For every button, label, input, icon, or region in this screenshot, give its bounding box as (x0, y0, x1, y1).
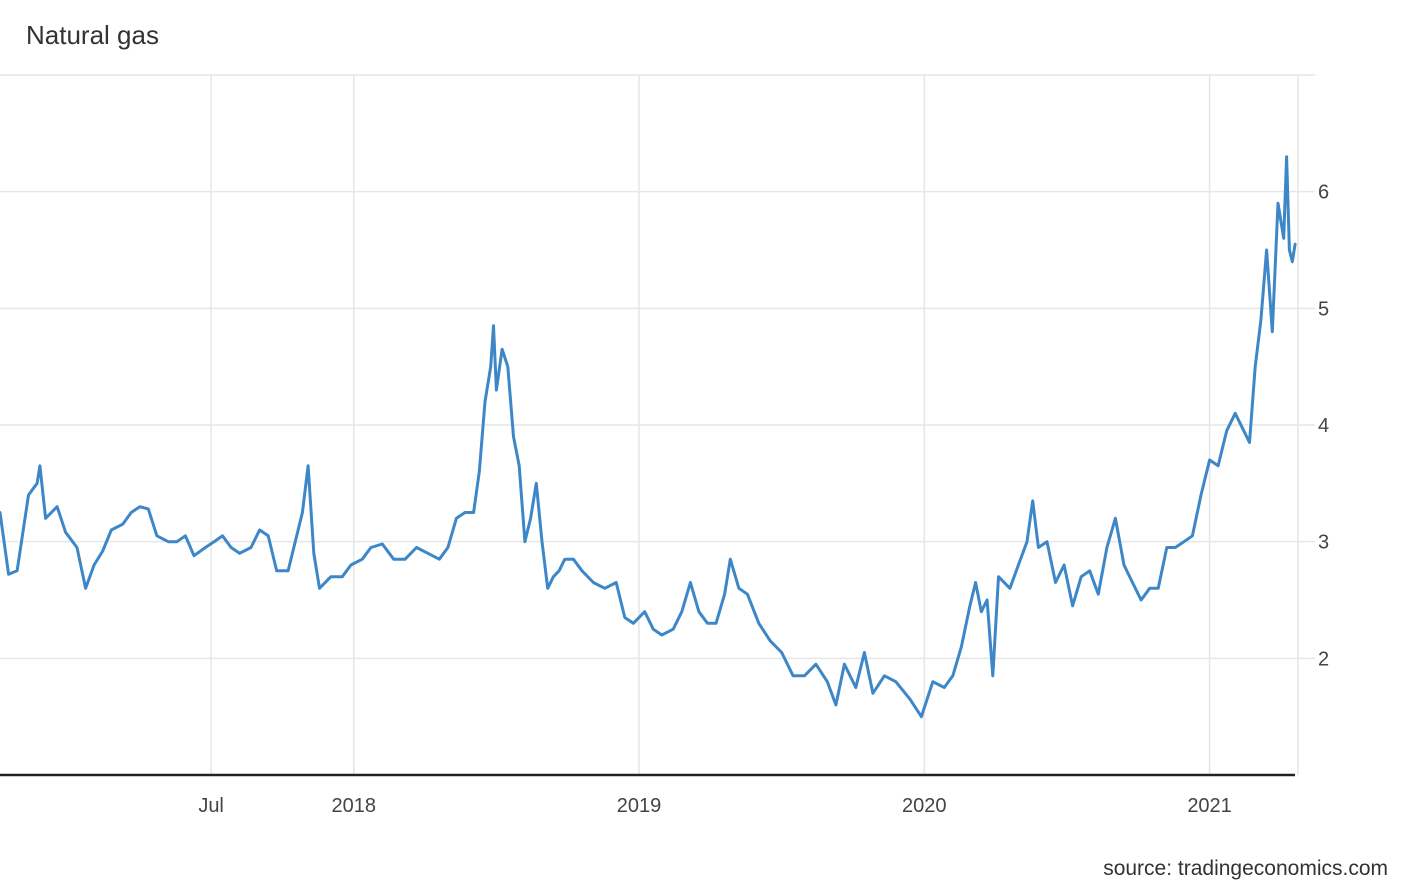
y-gridlines (0, 74, 1315, 660)
x-tick-label: 2020 (902, 795, 947, 817)
x-tick-label: 2021 (1187, 795, 1232, 817)
source-label: source: tradingeconomics.com (1103, 857, 1388, 880)
y-tick-label: 3 (1318, 532, 1329, 554)
x-tick-label: 2019 (617, 795, 662, 817)
y-tick-label: 6 (1318, 182, 1329, 204)
y-tick-label: 2 (1318, 648, 1329, 670)
y-tick-label: 4 (1318, 415, 1329, 437)
y-axis-ticks: 2 3 4 5 6 (1318, 182, 1329, 671)
x-axis-ticks: Jul 2018 2019 2020 2021 (198, 795, 1232, 817)
x-tick-label: 2018 (331, 795, 376, 817)
chart-title: Natural gas (26, 20, 159, 50)
price-line (0, 155, 1297, 719)
y-tick-label: 5 (1318, 298, 1329, 320)
x-gridlines (210, 75, 1211, 775)
x-tick-label: Jul (198, 795, 224, 817)
